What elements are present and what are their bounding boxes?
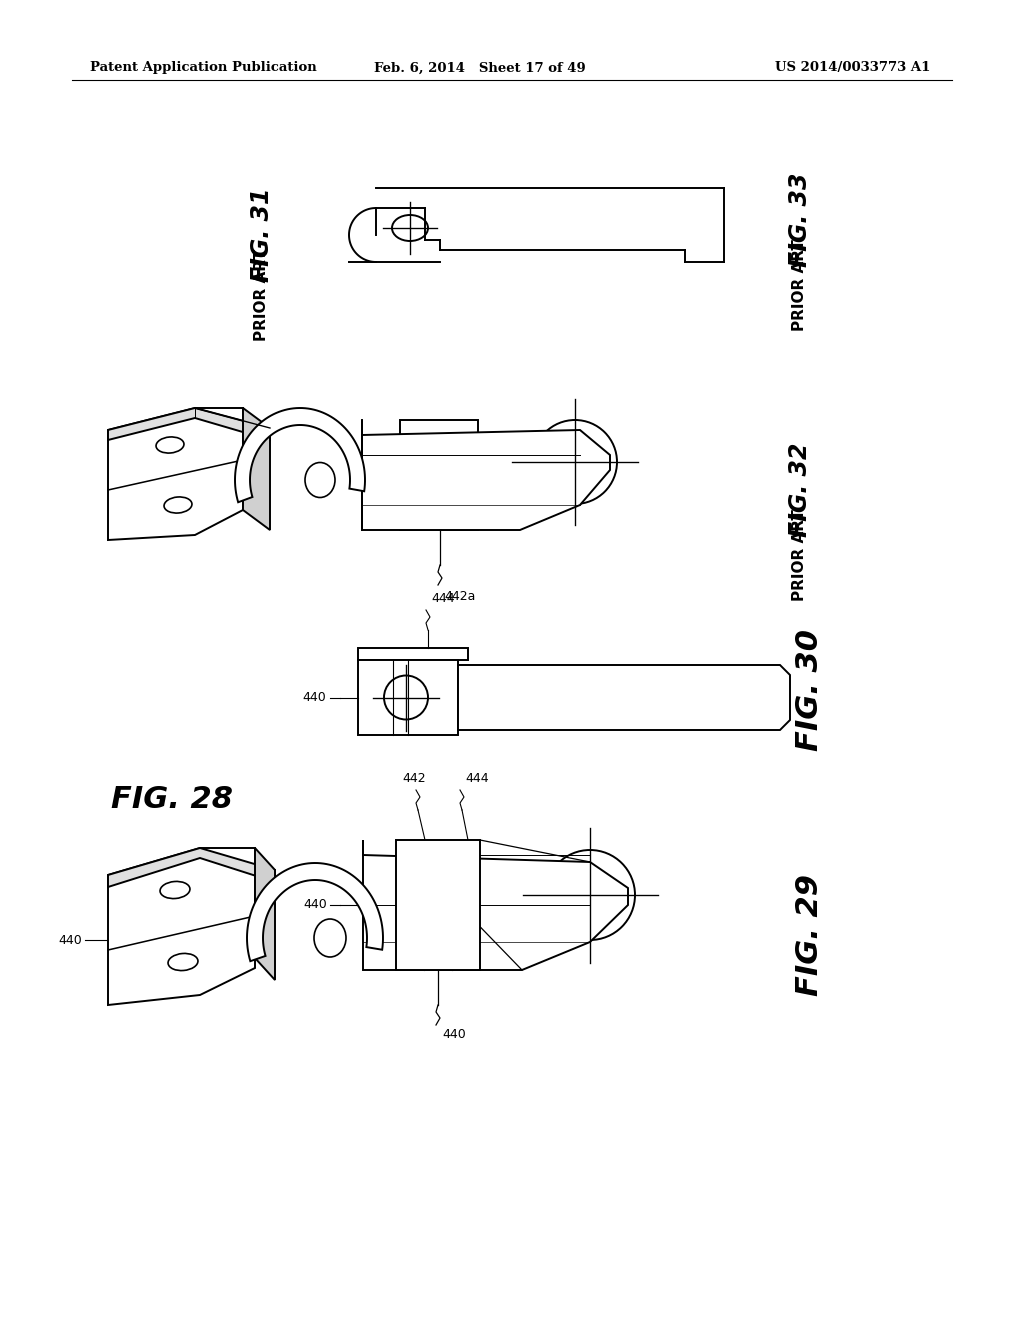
Polygon shape <box>234 408 365 502</box>
Text: FIG. 32: FIG. 32 <box>788 442 812 537</box>
Text: FIG. 29: FIG. 29 <box>796 874 824 997</box>
Text: 440: 440 <box>303 899 327 912</box>
Text: FIG. 33: FIG. 33 <box>788 173 812 267</box>
Text: 444: 444 <box>431 591 455 605</box>
Bar <box>396 840 480 970</box>
Polygon shape <box>362 840 628 970</box>
Text: 440: 440 <box>442 1028 466 1041</box>
Text: US 2014/0033773 A1: US 2014/0033773 A1 <box>774 62 930 74</box>
Polygon shape <box>458 665 790 730</box>
Polygon shape <box>362 420 610 531</box>
Text: FIG. 30: FIG. 30 <box>796 630 824 751</box>
Text: 440: 440 <box>58 933 82 946</box>
Text: Patent Application Publication: Patent Application Publication <box>90 62 316 74</box>
Bar <box>358 660 458 735</box>
Text: PRIOR ART: PRIOR ART <box>793 510 808 601</box>
Text: FIG. 31: FIG. 31 <box>250 187 274 282</box>
Polygon shape <box>108 847 255 1005</box>
Text: 442a: 442a <box>444 590 475 603</box>
Bar <box>358 648 468 660</box>
Text: 442: 442 <box>402 772 426 785</box>
Text: Feb. 6, 2014   Sheet 17 of 49: Feb. 6, 2014 Sheet 17 of 49 <box>374 62 586 74</box>
Polygon shape <box>243 408 270 531</box>
Text: FIG. 28: FIG. 28 <box>111 785 233 814</box>
Polygon shape <box>108 847 275 887</box>
Text: 444: 444 <box>465 772 488 785</box>
Text: PRIOR ART: PRIOR ART <box>793 239 808 331</box>
Polygon shape <box>108 408 243 540</box>
Polygon shape <box>255 847 275 979</box>
Text: PRIOR ART: PRIOR ART <box>255 249 269 341</box>
Polygon shape <box>108 408 270 440</box>
Polygon shape <box>247 863 383 961</box>
Text: 440: 440 <box>302 690 326 704</box>
Bar <box>400 420 478 531</box>
